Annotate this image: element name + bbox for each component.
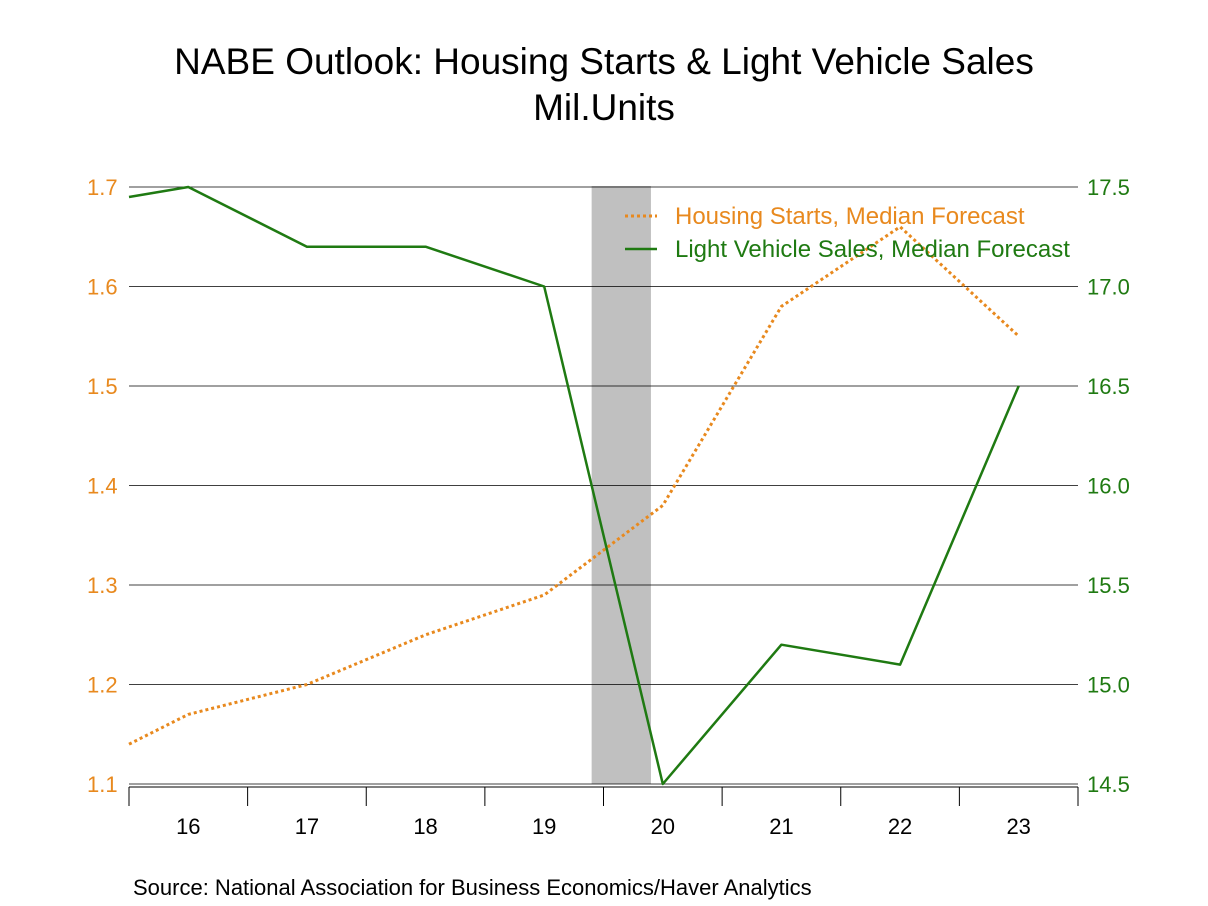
right-axis-tick-label: 17.5: [1087, 175, 1130, 200]
left-axis-tick-label: 1.1: [87, 772, 118, 797]
chart-title: NABE Outlook: Housing Starts & Light Veh…: [174, 41, 1034, 82]
right-axis-tick-label: 16.5: [1087, 374, 1130, 399]
x-axis-tick-label: 21: [769, 814, 793, 839]
right-axis-tick-label: 16.0: [1087, 474, 1130, 499]
gridlines: [129, 186, 1078, 785]
left-axis-tick-label: 1.5: [87, 374, 118, 399]
left-axis-tick-label: 1.7: [87, 175, 118, 200]
right-axis-tick-label: 14.5: [1087, 772, 1130, 797]
left-axis-tick-label: 1.3: [87, 573, 118, 598]
right-axis-tick-label: 15.5: [1087, 573, 1130, 598]
left-axis-tick-label: 1.2: [87, 673, 118, 698]
legend-label: Housing Starts, Median Forecast: [675, 203, 1025, 230]
right-axis-tick-labels: 14.5 15.0 15.5 16.0 16.5 17.0 17.5: [1087, 175, 1130, 797]
series-lines: [128, 185, 1020, 786]
light-vehicle-sales-line: [128, 185, 1020, 786]
left-axis-tick-labels: 1.1 1.2 1.3 1.4 1.5 1.6 1.7: [87, 175, 118, 797]
x-axis-tick-labels: 16 17 18 19 20 21 22 23: [176, 814, 1031, 839]
housing-starts-line: [128, 225, 1020, 746]
source-note: Source: National Association for Busines…: [133, 875, 812, 900]
legend: Housing Starts, Median Forecast Light Veh…: [625, 203, 1070, 263]
x-axis-tick-label: 19: [532, 814, 556, 839]
x-axis-tick-label: 16: [176, 814, 200, 839]
x-axis-tick-label: 22: [888, 814, 912, 839]
x-axis-tick-label: 23: [1006, 814, 1030, 839]
axes: [128, 786, 1079, 806]
left-axis-tick-label: 1.6: [87, 275, 118, 300]
x-axis-tick-label: 20: [651, 814, 675, 839]
x-axis-tick-label: 17: [295, 814, 319, 839]
chart-subtitle: Mil.Units: [533, 87, 675, 128]
right-axis-tick-label: 15.0: [1087, 673, 1130, 698]
legend-label: Light Vehicle Sales, Median Forecast: [675, 236, 1070, 263]
left-axis-tick-label: 1.4: [87, 474, 118, 499]
x-axis-tick-label: 18: [413, 814, 437, 839]
right-axis-tick-label: 17.0: [1087, 275, 1130, 300]
